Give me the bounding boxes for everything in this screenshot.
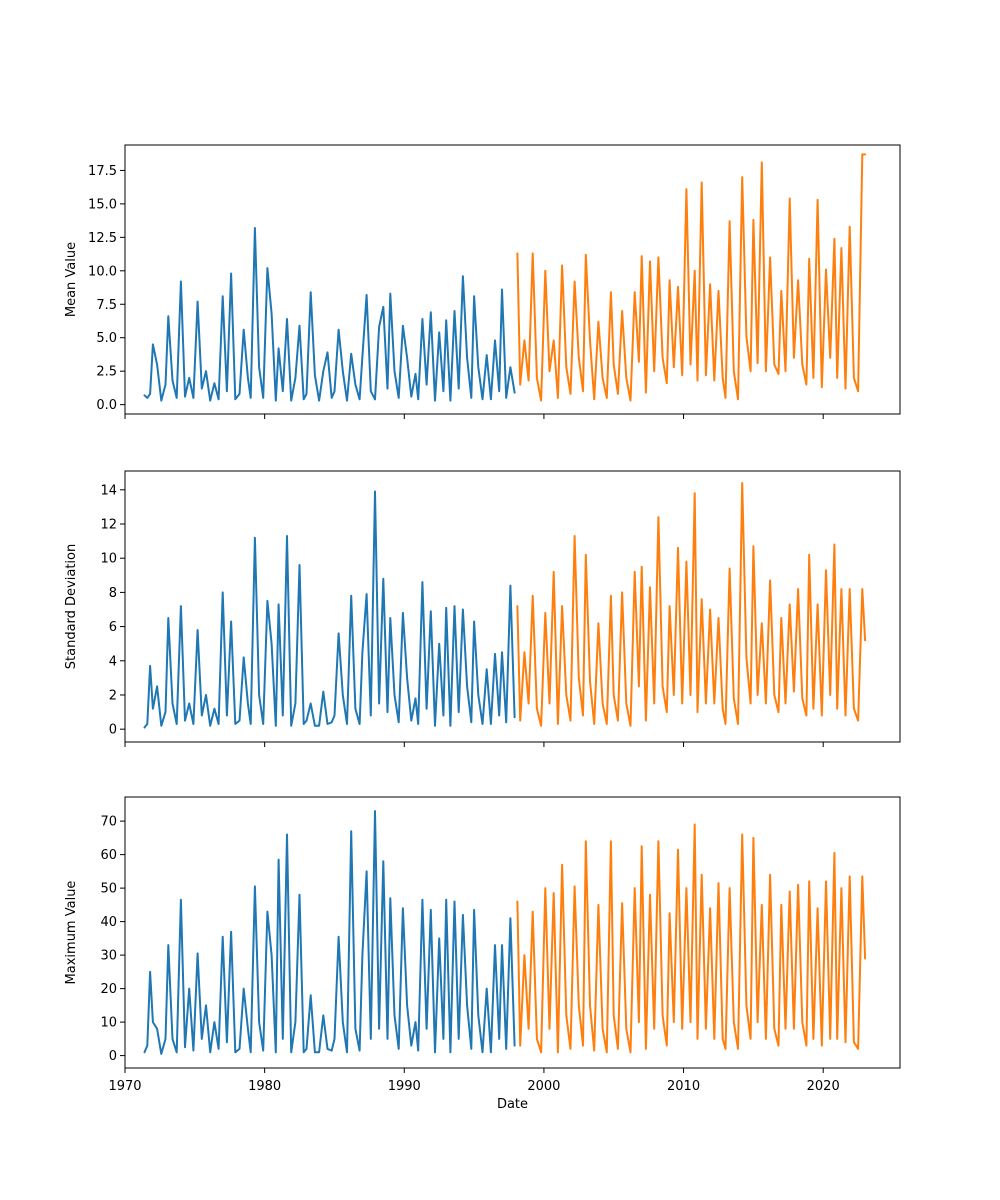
standard-deviation-y-axis-label: Standard Deviation — [64, 544, 79, 669]
standard-deviation-y-tick-label: 6 — [109, 620, 117, 635]
standard-deviation-y-tick-label: 4 — [109, 654, 117, 669]
maximum-value-y-tick-label: 40 — [100, 915, 117, 930]
maximum-value-y-tick-label: 0 — [109, 1049, 117, 1064]
maximum-value-x-tick-label: 1980 — [248, 1079, 281, 1094]
maximum-value-y-tick-label: 60 — [100, 848, 117, 863]
standard-deviation-subplot: 0 2 4 6 8 10 12 14 Standard Deviation — [64, 470, 901, 747]
mean-value-series-line-orange — [516, 153, 867, 402]
mean-value-y-tick-label: 10.0 — [88, 264, 117, 279]
standard-deviation-series-line-orange — [516, 482, 867, 727]
maximum-value-x-tick-label: 2020 — [807, 1079, 840, 1094]
standard-deviation-y-tick-label: 0 — [109, 723, 117, 738]
maximum-value-series-line-orange — [516, 823, 867, 1054]
standard-deviation-y-tick-label: 10 — [100, 552, 117, 567]
maximum-value-y-tick-label: 30 — [100, 949, 117, 964]
mean-value-y-tick-label: 0.0 — [96, 398, 117, 413]
standard-deviation-y-tick-label: 12 — [100, 518, 117, 533]
mean-value-y-tick-label: 12.5 — [88, 231, 117, 246]
standard-deviation-series-line-blue — [143, 490, 516, 729]
maximum-value-y-tick-label: 10 — [100, 1016, 117, 1031]
mean-value-y-tick-label: 2.5 — [96, 365, 117, 380]
maximum-value-x-tick-label: 2010 — [667, 1079, 700, 1094]
maximum-value-y-axis-label: Maximum Value — [64, 881, 79, 985]
maximum-value-series-line-blue — [143, 810, 516, 1055]
date-x-axis-label: Date — [497, 1097, 528, 1112]
maximum-value-x-tick-label: 1990 — [388, 1079, 421, 1094]
mean-value-subplot: 0.0 2.5 5.0 7.5 10.0 12.5 15.0 17.5 Mean Value — [64, 144, 901, 419]
standard-deviation-axes-frame — [124, 470, 901, 743]
maximum-value-x-tick-label: 2000 — [527, 1079, 560, 1094]
mean-value-y-tick-label: 17.5 — [88, 164, 117, 179]
maximum-value-y-tick-label: 70 — [100, 815, 117, 830]
standard-deviation-y-tick-label: 8 — [109, 586, 117, 601]
maximum-value-y-tick-label: 20 — [100, 982, 117, 997]
mean-value-y-tick-label: 15.0 — [88, 197, 117, 212]
mean-value-y-tick-label: 5.0 — [96, 331, 117, 346]
maximum-value-y-tick-label: 50 — [100, 882, 117, 897]
standard-deviation-y-tick-label: 2 — [109, 688, 117, 703]
mean-value-y-tick-label: 7.5 — [96, 298, 117, 313]
mean-value-axes-frame — [124, 144, 901, 415]
mean-value-series-line-blue — [143, 227, 516, 402]
maximum-value-axes-frame — [124, 796, 901, 1069]
mean-value-y-axis-label: Mean Value — [64, 242, 79, 317]
maximum-value-x-tick-label: 1970 — [108, 1079, 141, 1094]
standard-deviation-y-tick-label: 14 — [100, 483, 117, 498]
